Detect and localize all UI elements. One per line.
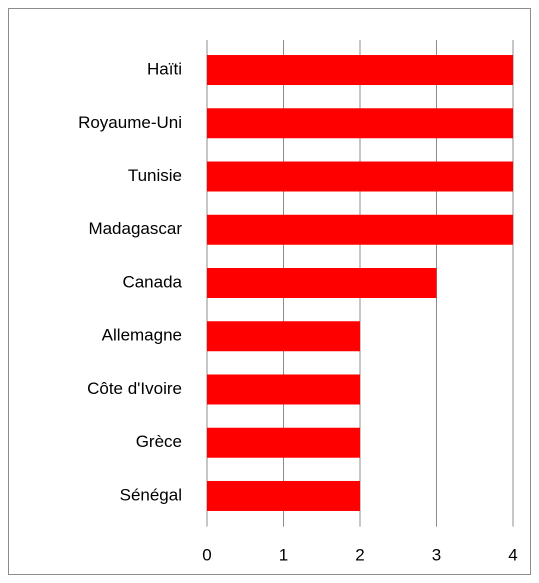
- x-tick-label: 2: [355, 545, 364, 564]
- bar: [207, 321, 360, 352]
- bar: [207, 108, 513, 139]
- y-tick-label: Royaume-Uni: [78, 113, 182, 132]
- bar: [207, 427, 360, 458]
- y-tick-label: Tunisie: [128, 166, 182, 185]
- x-tick-label: 0: [202, 545, 211, 564]
- bar: [207, 374, 360, 405]
- y-tick-label: Côte d'Ivoire: [87, 379, 182, 398]
- bar: [207, 214, 513, 245]
- x-tick-label: 1: [279, 545, 288, 564]
- y-tick-label: Grèce: [136, 432, 182, 451]
- bar: [207, 55, 513, 86]
- y-tick-label: Sénégal: [120, 485, 182, 504]
- bar: [207, 268, 437, 298]
- bar: [207, 480, 360, 511]
- y-tick-label: Canada: [122, 272, 182, 291]
- y-tick-label: Haïti: [147, 60, 182, 79]
- y-tick-label: Allemagne: [102, 326, 182, 345]
- bar: [207, 161, 513, 192]
- x-tick-label: 4: [508, 545, 517, 564]
- y-tick-label: Madagascar: [88, 219, 182, 238]
- x-tick-label: 3: [432, 545, 441, 564]
